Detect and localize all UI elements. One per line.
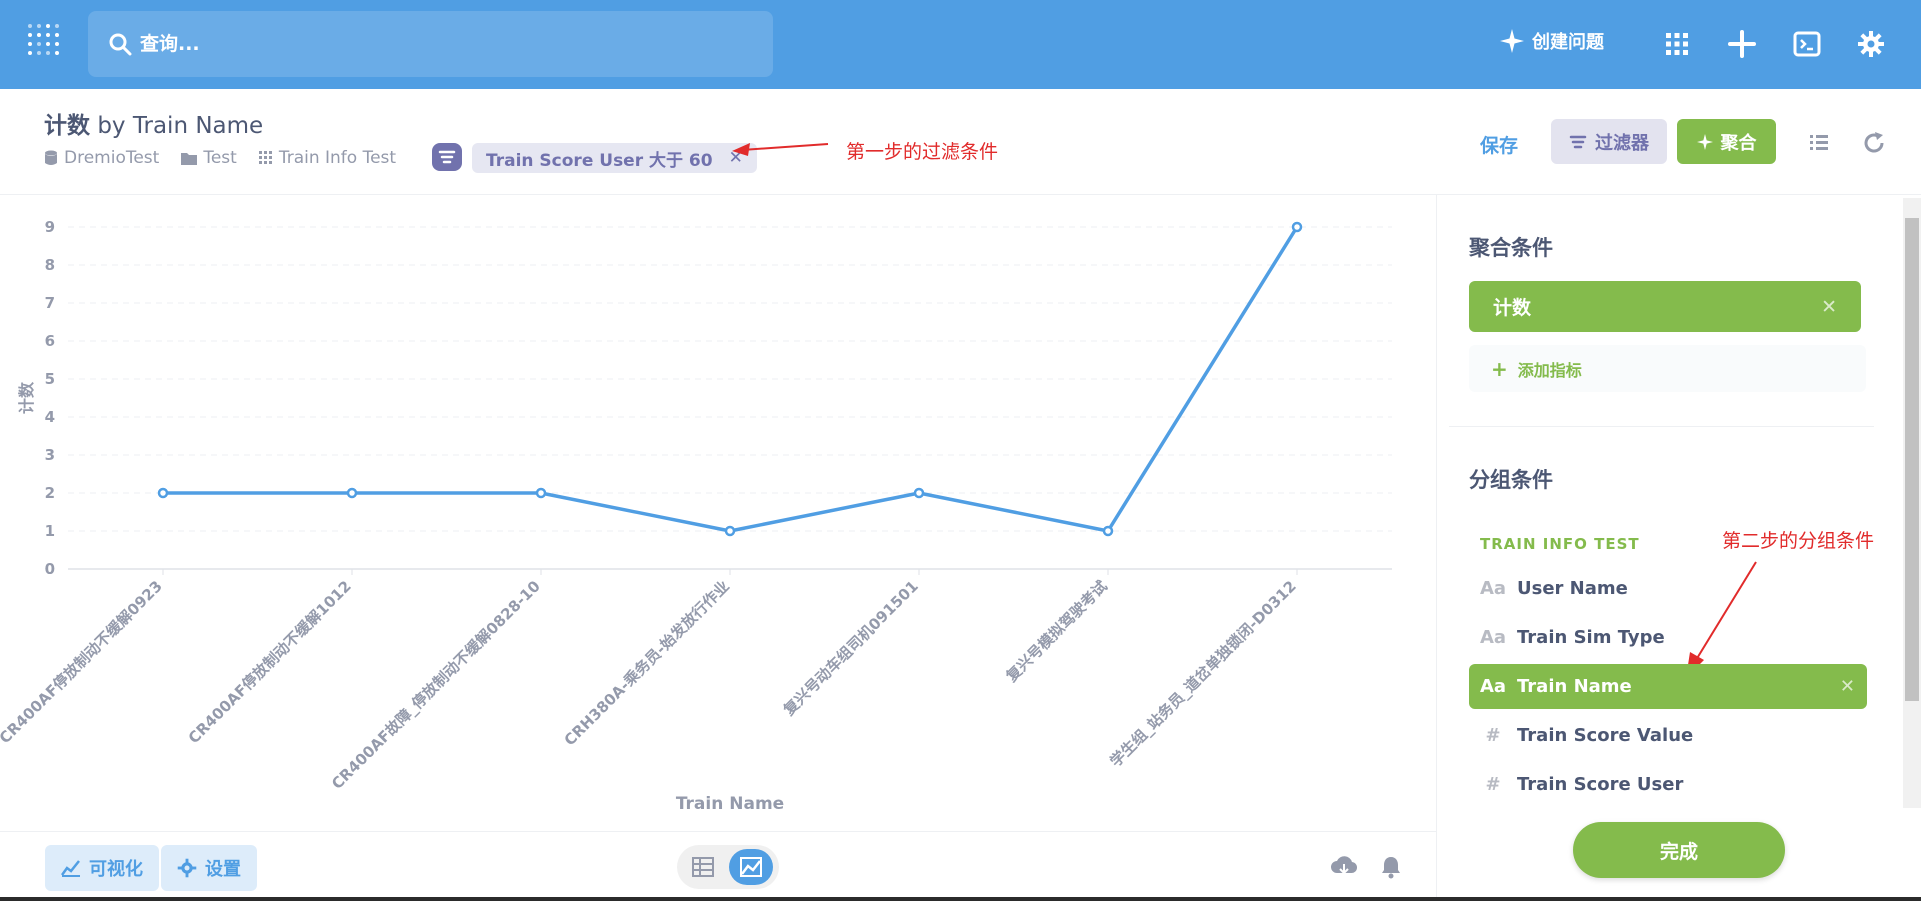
gear-icon [177,858,197,878]
chart-area: 0 1 2 3 4 5 6 7 8 9 CR400AF停放制动不缓解0923 CR400AF停放制动不… [0,195,1436,831]
table-icon [258,151,272,164]
divider [1449,426,1874,427]
metric-pill-count[interactable]: 计数 ✕ [1469,281,1861,332]
field-train-name[interactable]: Aa Train Name ✕ [1469,664,1867,709]
y-tick-label: 0 [45,560,55,578]
close-icon[interactable]: ✕ [1821,295,1837,318]
add-metric-button[interactable]: + 添加指标 [1469,345,1866,392]
database-icon [45,150,57,165]
sparkle-icon [1696,133,1713,150]
data-point [535,487,547,499]
filter-pill[interactable]: Train Score User 大于 60 ✕ [472,143,757,173]
field-train-sim-type[interactable]: Aa Train Sim Type [1469,615,1867,660]
refresh-icon[interactable] [1862,131,1886,155]
annotation-filter-step: 第一步的过滤条件 [846,141,999,163]
y-tick-label: 2 [45,484,55,502]
x-tick-label: CRH380A-乘务员-始发放行作业 [561,577,733,749]
title-suffix: by Train Name [97,113,264,139]
x-tick-label: 复兴号动车组司机091501 [779,577,922,720]
create-question-label: 创建问题 [1532,32,1604,53]
field-user-name[interactable]: Aa User Name [1469,566,1867,611]
data-point [1102,525,1114,537]
chart-view-icon [740,857,762,877]
data-point [346,487,358,499]
chart-view-button[interactable] [729,849,773,885]
done-button[interactable]: 完成 [1573,822,1785,878]
scrollbar-thumb[interactable] [1905,218,1919,701]
y-tick-label: 9 [45,218,55,236]
line-chart[interactable]: 0 1 2 3 4 5 6 7 8 9 CR400AF停放制动不缓解0923 CR400AF停放制动不… [0,195,1436,831]
y-tick-label: 4 [45,408,55,426]
y-axis-label: 计数 [17,381,36,414]
taskbar-edge [0,897,1921,901]
close-icon[interactable]: ✕ [1839,676,1855,697]
x-tick-label: CR400AF停放制动不缓解1012 [185,577,355,747]
settings-button[interactable]: 设置 [161,845,257,891]
metabase-logo-icon[interactable] [26,22,62,62]
group-table-header: TRAIN INFO TEST [1480,535,1640,553]
search-input[interactable] [140,29,740,59]
y-tick-label: 1 [45,522,55,540]
search-icon [109,33,132,56]
text-type-icon: Aa [1479,578,1507,599]
annotation-arrow-icon [732,143,829,156]
create-question-button[interactable]: 创建问题 [1500,28,1604,54]
field-train-score-user[interactable]: # Train Score User [1469,762,1867,807]
plus-icon: + [1491,356,1508,381]
data-point [1291,221,1303,233]
gear-icon[interactable] [1857,30,1885,58]
line-chart-icon [61,860,80,877]
data-point [157,487,169,499]
filter-toggle-icon[interactable] [432,143,462,171]
save-button[interactable]: 保存 [1480,135,1519,157]
x-tick-label: CR400AF故障_停放制动不缓解0828-10 [328,577,544,793]
terminal-icon[interactable] [1793,30,1821,58]
field-train-score-value[interactable]: # Train Score Value [1469,713,1867,758]
visualize-button[interactable]: 可视化 [45,845,159,891]
title-metric: 计数 [44,113,90,139]
download-icon[interactable] [1330,855,1358,879]
text-type-icon: Aa [1479,627,1507,648]
folder-icon [181,153,198,165]
search-bar[interactable] [88,11,773,77]
breadcrumb: DremioTest Test Train Info Test [44,148,418,168]
annotation-group-step: 第二步的分组条件 [1722,530,1875,552]
x-tick-label: 学生组_站务员_道岔单独锁闭-D0312 [1106,577,1299,770]
groups-section-title: 分组条件 [1469,468,1553,492]
y-tick-label: 5 [45,370,55,388]
number-type-icon: # [1485,725,1501,746]
x-tick-label: 复兴号模拟驾驶考试 [1002,577,1111,686]
page-title: 计数 by Train Name [44,106,263,140]
number-type-icon: # [1485,774,1501,795]
data-point [913,487,925,499]
grid-icon[interactable] [1663,30,1691,58]
breadcrumb-database[interactable]: DremioTest [44,148,159,168]
y-tick-label: 7 [45,294,55,312]
sparkle-icon [1500,29,1524,53]
filter-icon [1569,135,1587,148]
text-type-icon: Aa [1479,676,1507,697]
filter-button[interactable]: 过滤器 [1551,119,1667,164]
filter-pill-label: Train Score User 大于 60 [486,150,713,171]
plus-icon[interactable] [1728,30,1756,58]
y-tick-label: 3 [45,446,55,464]
x-axis-label: Train Name [676,794,784,814]
table-view-icon[interactable] [687,853,719,881]
bell-icon[interactable] [1380,855,1402,879]
summarize-button[interactable]: 聚合 [1677,119,1776,164]
view-toggle[interactable] [677,845,779,889]
breadcrumb-schema[interactable]: Test [181,148,237,168]
metrics-section-title: 聚合条件 [1469,236,1553,260]
data-point [724,525,736,537]
notebook-icon[interactable] [1808,131,1830,153]
breadcrumb-table[interactable]: Train Info Test [258,148,396,168]
y-tick-label: 6 [45,332,55,350]
y-tick-label: 8 [45,256,55,274]
x-tick-label: CR400AF停放制动不缓解0923 [0,577,166,747]
